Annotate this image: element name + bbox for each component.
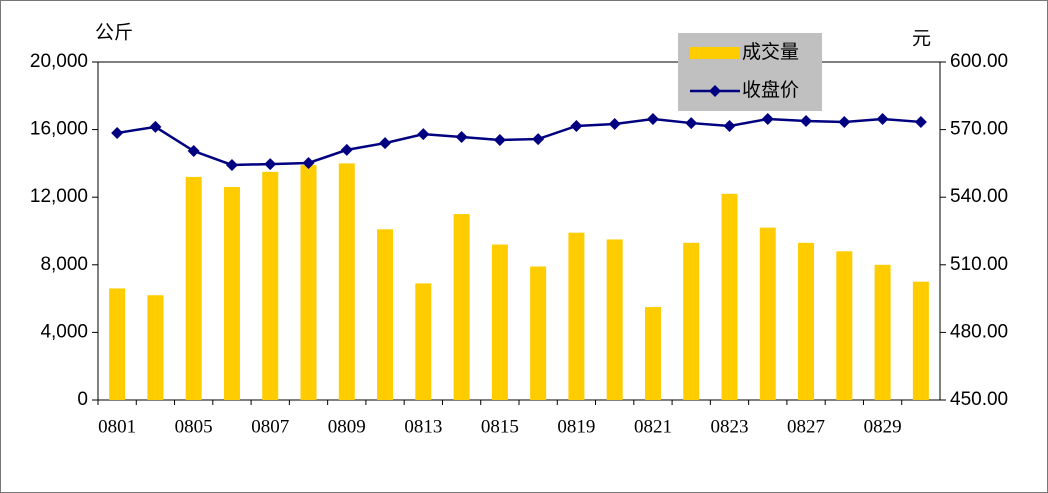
bar [377, 229, 394, 400]
marker [608, 117, 621, 130]
bar [491, 244, 508, 400]
bar [836, 251, 853, 400]
bar [874, 264, 891, 400]
marker [570, 119, 583, 132]
marker [225, 158, 238, 171]
marker [417, 128, 430, 141]
x-tick-label: 0807 [251, 416, 289, 437]
x-tick-label: 0815 [481, 416, 519, 437]
x-tick-label: 0821 [634, 416, 672, 437]
bar [223, 187, 240, 400]
y2-tick-label: 450.00 [950, 389, 1008, 410]
marker [340, 143, 353, 156]
marker [493, 133, 506, 146]
y-tick-label: 8,000 [40, 254, 88, 275]
bar [147, 295, 164, 400]
marker [264, 158, 277, 171]
y2-tick-label: 600.00 [950, 51, 1008, 72]
marker [646, 113, 659, 126]
marker [914, 115, 927, 128]
y-axis-label: 公斤 [95, 21, 133, 43]
x-tick-label: 0809 [328, 416, 366, 437]
bar [453, 214, 470, 400]
legend-marker [709, 85, 721, 97]
bar [912, 281, 929, 400]
bar [644, 307, 661, 400]
bar [109, 288, 126, 400]
legend-swatch [690, 47, 740, 59]
bar [568, 232, 585, 400]
x-tick-label: 0829 [864, 416, 902, 437]
y-tick-label: 16,000 [30, 119, 88, 140]
bar [185, 176, 202, 400]
marker [800, 115, 813, 128]
legend-box [678, 33, 822, 111]
y2-axis-label: 元 [912, 28, 931, 49]
marker [455, 131, 468, 144]
x-tick-label: 0827 [787, 416, 825, 437]
x-tick-label: 0813 [404, 416, 442, 437]
marker [532, 133, 545, 146]
marker [111, 126, 124, 139]
bar [338, 163, 355, 400]
bar [798, 242, 815, 400]
y2-tick-label: 510.00 [950, 254, 1008, 275]
y2-tick-label: 540.00 [950, 186, 1008, 207]
legend-label: 收盘价 [742, 79, 799, 101]
y-tick-label: 20,000 [30, 51, 88, 72]
marker [302, 156, 315, 169]
legend-label: 成交量 [742, 41, 799, 63]
x-tick-label: 0823 [711, 416, 749, 437]
bar [262, 171, 279, 400]
line [116, 117, 921, 167]
y2-tick-label: 480.00 [950, 321, 1008, 342]
bar [759, 227, 776, 400]
marker [149, 120, 162, 133]
y-tick-label: 0 [77, 389, 88, 410]
bar [606, 239, 623, 400]
bar [415, 283, 432, 400]
marker [379, 137, 392, 150]
x-tick-label: 0805 [175, 416, 213, 437]
bar [300, 165, 317, 400]
marker [685, 117, 698, 130]
y2-tick-label: 570.00 [950, 119, 1008, 140]
marker [723, 119, 736, 132]
bar [721, 193, 738, 400]
bar [530, 266, 547, 400]
bar [683, 242, 700, 400]
y-tick-label: 12,000 [30, 186, 88, 207]
x-tick-label: 0801 [98, 416, 136, 437]
marker [187, 145, 200, 158]
y-tick-label: 4,000 [40, 321, 88, 342]
x-tick-label: 0819 [557, 416, 595, 437]
marker [761, 113, 774, 126]
marker [876, 113, 889, 126]
marker [838, 115, 851, 128]
